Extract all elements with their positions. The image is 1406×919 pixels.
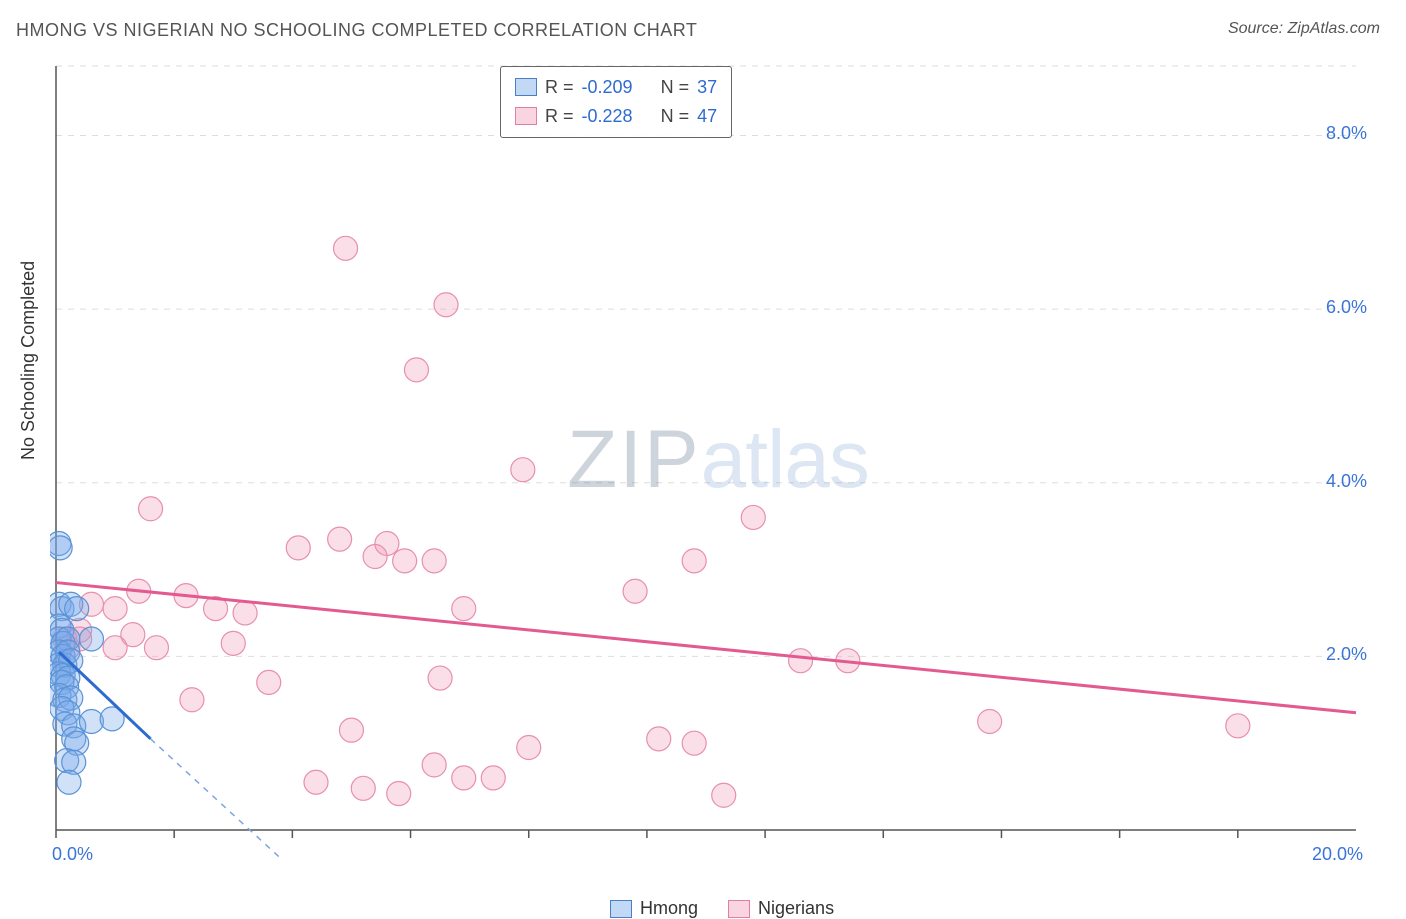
nigerians-point	[712, 783, 736, 807]
nigerians-point	[286, 536, 310, 560]
nigerians-point	[351, 776, 375, 800]
nigerians-point	[789, 649, 813, 673]
nigerians-point	[257, 670, 281, 694]
nigerians-point	[647, 727, 671, 751]
nigerians-point	[428, 666, 452, 690]
plot-area: ZIPatlas R =-0.209N =37R =-0.228N =47 Hm…	[50, 60, 1386, 860]
nigerians-point	[517, 736, 541, 760]
nigerians-point	[422, 753, 446, 777]
chart-title: HMONG VS NIGERIAN NO SCHOOLING COMPLETED…	[16, 20, 697, 41]
y-tick-label: 4.0%	[1326, 471, 1367, 492]
y-tick-label: 8.0%	[1326, 123, 1367, 144]
nigerians-point	[339, 718, 363, 742]
nigerians-point	[103, 597, 127, 621]
legend-swatch-icon	[610, 900, 632, 918]
nigerians-point	[452, 766, 476, 790]
hmong-point	[79, 627, 103, 651]
nigerians-point	[682, 549, 706, 573]
y-tick-label: 6.0%	[1326, 297, 1367, 318]
nigerians-point	[404, 358, 428, 382]
nigerians-point	[328, 527, 352, 551]
source-credit: Source: ZipAtlas.com	[1228, 20, 1380, 38]
nigerians-trendline	[56, 583, 1356, 713]
nigerians-point	[422, 549, 446, 573]
legend-swatch-icon	[728, 900, 750, 918]
legend-stats-row: R =-0.228N =47	[515, 102, 717, 131]
nigerians-point	[387, 782, 411, 806]
nigerians-point	[334, 236, 358, 260]
nigerians-point	[452, 597, 476, 621]
nigerians-point	[434, 293, 458, 317]
nigerians-point	[978, 709, 1002, 733]
hmong-point	[50, 536, 72, 560]
hmong-point	[57, 770, 81, 794]
y-tick-label: 2.0%	[1326, 644, 1367, 665]
x-tick-label: 0.0%	[52, 844, 93, 865]
nigerians-point	[139, 497, 163, 521]
nigerians-point	[233, 601, 257, 625]
legend-stats: R =-0.209N =37R =-0.228N =47	[500, 66, 732, 138]
nigerians-point	[363, 545, 387, 569]
x-tick-label: 20.0%	[1312, 844, 1363, 865]
legend-swatch-icon	[515, 107, 537, 125]
y-axis-label: No Schooling Completed	[18, 261, 39, 460]
nigerians-point	[144, 636, 168, 660]
legend-stats-row: R =-0.209N =37	[515, 73, 717, 102]
nigerians-point	[1226, 714, 1250, 738]
legend-item: Hmong	[610, 898, 698, 919]
nigerians-point	[304, 770, 328, 794]
nigerians-point	[103, 636, 127, 660]
nigerians-point	[741, 505, 765, 529]
hmong-point	[65, 597, 89, 621]
nigerians-point	[393, 549, 417, 573]
nigerians-point	[682, 731, 706, 755]
chart-svg	[50, 60, 1386, 860]
nigerians-point	[511, 458, 535, 482]
legend-item: Nigerians	[728, 898, 834, 919]
hmong-trendline-ext	[151, 739, 293, 860]
legend-swatch-icon	[515, 78, 537, 96]
nigerians-point	[481, 766, 505, 790]
legend-series: Hmong Nigerians	[610, 898, 834, 919]
nigerians-point	[221, 631, 245, 655]
nigerians-point	[180, 688, 204, 712]
nigerians-point	[623, 579, 647, 603]
